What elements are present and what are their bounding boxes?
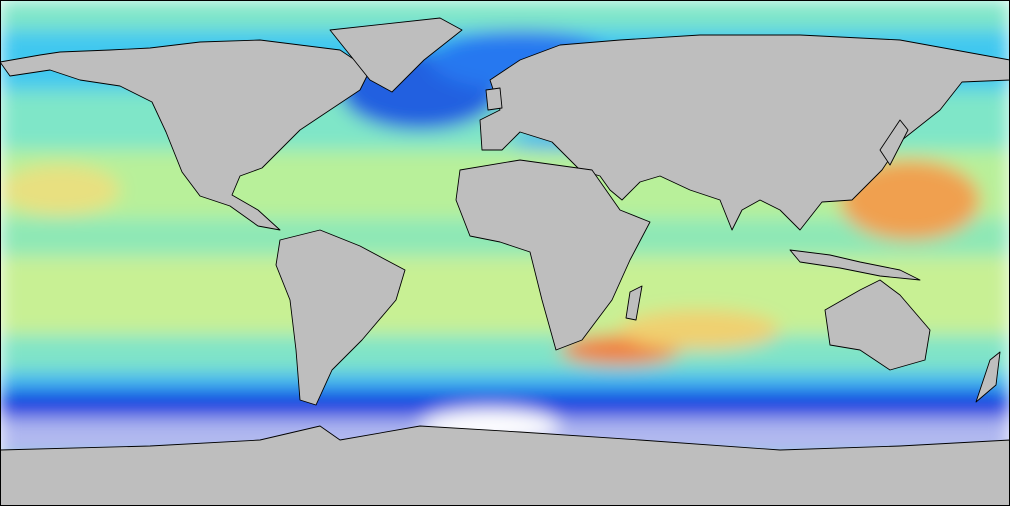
greenland xyxy=(329,17,463,93)
north-america xyxy=(0,39,371,231)
antarctica xyxy=(0,425,1010,506)
japan xyxy=(879,119,909,166)
new-zealand xyxy=(975,351,1001,403)
landmasses xyxy=(0,17,1010,506)
indonesia xyxy=(789,249,921,281)
australia xyxy=(824,279,931,371)
madagascar xyxy=(625,285,643,321)
south-america xyxy=(275,229,406,406)
uk xyxy=(485,87,503,111)
africa xyxy=(455,159,651,351)
